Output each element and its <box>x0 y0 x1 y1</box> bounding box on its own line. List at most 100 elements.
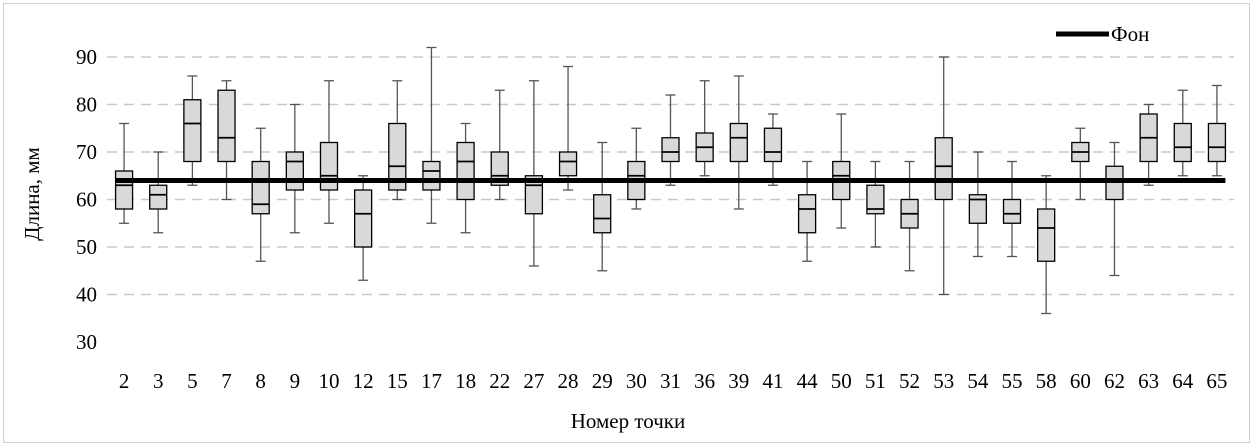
x-tick-label: 51 <box>865 369 886 393</box>
box-body <box>490 151 509 186</box>
box-item <box>832 113 851 229</box>
box-item <box>797 160 817 262</box>
x-tick-label: 10 <box>318 369 339 393</box>
box-item <box>1173 89 1192 177</box>
box-item <box>934 56 953 296</box>
box-item <box>558 65 578 191</box>
box-item <box>285 103 304 234</box>
box-body <box>1207 122 1227 163</box>
box-body <box>149 184 168 210</box>
x-tick-label: 50 <box>831 369 852 393</box>
box-item <box>149 151 168 234</box>
box-body <box>934 137 953 201</box>
x-tick-label: 7 <box>221 369 232 393</box>
x-tick-label: 18 <box>455 369 476 393</box>
box-body <box>866 184 885 215</box>
box-item <box>217 80 236 201</box>
x-tick-label: 30 <box>626 369 647 393</box>
box-body <box>797 194 817 234</box>
x-tick-label: 44 <box>797 369 819 393</box>
box-item <box>695 80 714 177</box>
box-item <box>114 122 134 224</box>
box-body <box>729 122 748 163</box>
box-body <box>1002 198 1022 224</box>
x-tick-label: 60 <box>1070 369 1091 393</box>
x-tick-label: 39 <box>728 369 749 393</box>
box-body <box>251 160 270 215</box>
x-tick-label: 54 <box>967 369 989 393</box>
box-body <box>1173 122 1192 163</box>
box-item <box>866 160 885 248</box>
box-item <box>763 113 783 186</box>
box-body <box>114 170 134 210</box>
x-tick-label: 55 <box>1002 369 1023 393</box>
x-tick-label: 64 <box>1172 369 1194 393</box>
box-item <box>1002 160 1022 258</box>
box-body <box>285 151 304 191</box>
box-body <box>183 99 202 163</box>
box-body <box>353 189 373 248</box>
x-tick-label: 65 <box>1206 369 1227 393</box>
box-item <box>593 141 612 272</box>
box-item <box>1071 127 1090 201</box>
box-item <box>1139 103 1158 186</box>
x-axis-tick-labels: 2 3 5 7 8 9 10 12 15 17 18 22 27 28 29 30 31 36 39 41 44 50 51… <box>119 369 1228 393</box>
y-axis-tick-labels: 30 40 50 60 70 80 90 <box>76 45 97 354</box>
box-body <box>661 137 680 163</box>
y-tick-label: 40 <box>76 283 97 307</box>
x-tick-label: 15 <box>387 369 408 393</box>
box-item <box>456 122 475 234</box>
legend-label: Фон <box>1111 22 1149 46</box>
box-item <box>661 94 680 186</box>
x-tick-label: 53 <box>933 369 954 393</box>
y-tick-label: 80 <box>76 93 97 117</box>
x-tick-label: 17 <box>421 369 442 393</box>
x-tick-label: 22 <box>489 369 510 393</box>
x-tick-label: 28 <box>558 369 579 393</box>
x-tick-label: 5 <box>187 369 198 393</box>
box-item <box>183 75 202 186</box>
y-tick-label: 50 <box>76 235 97 259</box>
box-body <box>388 122 407 191</box>
y-tick-label: 90 <box>76 45 97 69</box>
y-axis-title: Длина, мм <box>20 147 44 241</box>
box-item <box>319 80 339 224</box>
box-body <box>456 141 475 201</box>
box-item <box>422 46 441 224</box>
box-item <box>251 127 270 262</box>
box-body <box>217 89 236 163</box>
legend: Фон <box>1056 22 1149 46</box>
box-body <box>422 160 441 191</box>
x-tick-label: 27 <box>523 369 544 393</box>
box-item <box>1105 141 1124 277</box>
box-body <box>1037 208 1056 262</box>
box-body <box>593 194 612 234</box>
box-item <box>524 80 544 267</box>
box-body <box>558 151 578 177</box>
x-tick-label: 9 <box>290 369 301 393</box>
x-tick-label: 12 <box>353 369 374 393</box>
y-tick-label: 70 <box>76 140 97 164</box>
box-item <box>353 175 373 281</box>
x-tick-label: 63 <box>1138 369 1159 393</box>
box-item <box>1207 84 1227 177</box>
x-tick-label: 41 <box>762 369 783 393</box>
x-tick-label: 2 <box>119 369 130 393</box>
y-tick-label: 60 <box>76 188 97 212</box>
box-item <box>627 127 646 210</box>
box-plot-chart: 30 40 50 60 70 80 90 2 3 5 7 8 9 10 12 15 17 18 22 27 28 29 3… <box>20 22 1234 433</box>
chart-frame: 30 40 50 60 70 80 90 2 3 5 7 8 9 10 12 15 17 18 22 27 28 29 3… <box>3 3 1250 443</box>
x-tick-label: 52 <box>899 369 920 393</box>
box-body <box>968 194 988 224</box>
x-axis-title: Номер точки <box>571 409 686 433</box>
y-tick-label: 30 <box>76 330 97 354</box>
box-body <box>763 127 783 163</box>
x-tick-label: 3 <box>153 369 164 393</box>
box-item <box>490 89 509 201</box>
box-item <box>729 75 748 210</box>
box-item <box>1037 175 1056 315</box>
x-tick-label: 36 <box>694 369 715 393</box>
x-tick-label: 58 <box>1036 369 1057 393</box>
box-item <box>968 151 988 258</box>
x-tick-label: 29 <box>592 369 613 393</box>
